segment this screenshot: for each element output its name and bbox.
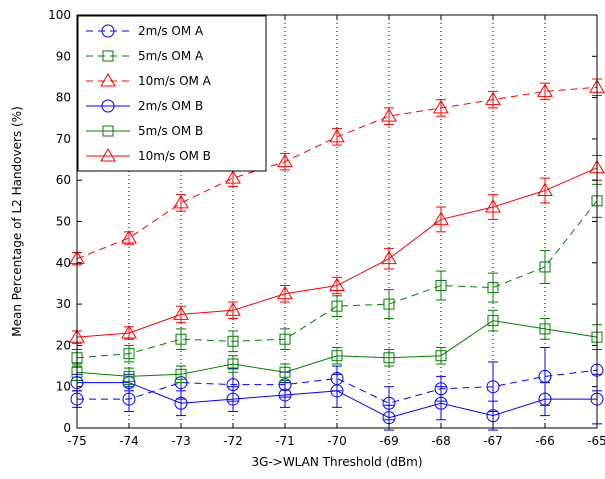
series-4 [70, 373, 604, 431]
data-point [121, 230, 137, 244]
data-point [278, 388, 292, 402]
legend-marker [102, 50, 114, 62]
x-tick-label: -73 [171, 434, 191, 448]
data-point [175, 368, 187, 380]
data-point [173, 194, 189, 209]
y-tick-label: 30 [56, 297, 71, 311]
data-point [122, 392, 136, 406]
data-point [173, 306, 189, 320]
data-series [69, 78, 605, 431]
x-tick-label: -69 [379, 434, 399, 448]
data-point [487, 315, 499, 327]
data-point [486, 380, 500, 394]
y-tick-label: 50 [56, 215, 71, 229]
legend-box [77, 15, 267, 172]
legend-marker [100, 73, 116, 87]
x-tick-label: -74 [119, 434, 139, 448]
data-point [123, 348, 135, 360]
y-tick-label: 70 [56, 132, 71, 146]
data-point [433, 99, 449, 114]
data-point [538, 392, 552, 406]
y-tick-label: 20 [56, 338, 71, 352]
data-point [433, 211, 449, 225]
legend: 2m/s OM A 5m/s OM A 10m/s OM A 2m/s OM B 5m/… [77, 15, 267, 172]
x-tick-label: -65 [587, 434, 605, 448]
data-point [435, 350, 447, 362]
data-point [539, 261, 551, 273]
x-tick-label: -68 [431, 434, 451, 448]
legend-label: 2m/s OM A [138, 24, 204, 38]
legend-label: 5m/s OM A [138, 49, 204, 63]
x-tick-label: -70 [327, 434, 347, 448]
data-point [123, 370, 135, 382]
data-point [225, 170, 241, 184]
x-axis-label: 3G->WLAN Threshold (dBm) [252, 455, 423, 469]
x-tick-label: -71 [275, 434, 295, 448]
legend-marker [101, 24, 115, 38]
y-axis-label: Mean Percentage of L2 Handovers (%) [10, 106, 24, 337]
x-tick-label: -72 [223, 434, 243, 448]
y-tick-label: 10 [56, 380, 71, 394]
data-point [537, 182, 553, 197]
data-point [279, 366, 291, 378]
y-tick-label: 40 [56, 256, 71, 270]
data-point [329, 277, 345, 292]
data-point [331, 300, 343, 312]
data-point [381, 250, 397, 265]
data-point [485, 199, 501, 213]
x-tick-label: -66 [535, 434, 555, 448]
data-point [537, 83, 553, 97]
data-point [331, 350, 343, 362]
data-point [277, 153, 293, 168]
x-tick-label: -67 [483, 434, 503, 448]
data-point [225, 302, 241, 316]
data-point [434, 396, 448, 410]
data-point [487, 282, 499, 294]
y-tick-label: 100 [48, 8, 71, 22]
data-point [227, 358, 239, 370]
legend-marker [101, 99, 115, 113]
data-point [175, 333, 187, 345]
data-point [485, 91, 501, 106]
axes: -75 -74 -73 -72 -71 -70 -69 -68 -67 -66 -65 0 10 20 30… [48, 8, 605, 448]
legend-marker [102, 125, 114, 137]
data-point [383, 298, 395, 310]
data-point [435, 280, 447, 292]
data-point [277, 285, 293, 300]
legend-label: 2m/s OM B [138, 99, 203, 113]
legend-label: 10m/s OM B [138, 149, 211, 163]
data-point [381, 108, 397, 122]
series-2 [71, 183, 603, 367]
y-tick-label: 90 [56, 49, 71, 63]
data-point [227, 335, 239, 347]
y-tick-label: 80 [56, 91, 71, 105]
x-tick-label: -75 [67, 434, 87, 448]
legend-label: 10m/s OM A [138, 74, 212, 88]
series-line [76, 200, 598, 359]
data-point [329, 128, 345, 143]
data-point [486, 409, 500, 423]
data-point [279, 333, 291, 345]
data-point [383, 352, 395, 364]
data-point [539, 323, 551, 335]
legend-marker [100, 148, 116, 162]
y-tick-label: 60 [56, 173, 71, 187]
data-point [174, 396, 188, 410]
data-point [121, 325, 137, 339]
data-point [330, 384, 344, 398]
y-tick-label: 0 [63, 421, 71, 435]
data-point [226, 392, 240, 406]
legend-label: 5m/s OM B [138, 124, 203, 138]
series-line [77, 369, 598, 404]
